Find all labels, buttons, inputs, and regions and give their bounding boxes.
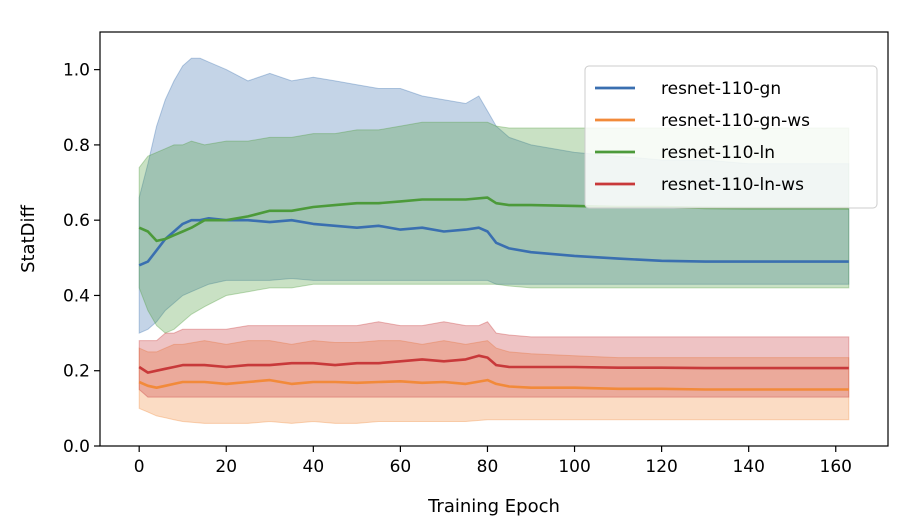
y-tick-label: 0.2 <box>63 362 90 382</box>
band-resnet-110-ln-ws <box>138 321 850 398</box>
legend-label: resnet-110-ln-ws <box>661 175 804 195</box>
y-tick-label: 0.4 <box>63 286 90 306</box>
x-tick-label: 160 <box>820 457 852 477</box>
plot-frame <box>99 31 889 447</box>
x-tick-label: 120 <box>645 457 677 477</box>
legend-label: resnet-110-gn-ws <box>661 111 810 131</box>
y-tick-label: 0.8 <box>63 136 90 156</box>
y-tick-label: 0.0 <box>63 437 90 457</box>
x-tick-label: 0 <box>134 457 145 477</box>
y-tick-label: 1.0 <box>63 61 90 81</box>
x-tick-label: 100 <box>558 457 590 477</box>
legend-box <box>584 65 878 209</box>
band-resnet-110-gn <box>138 57 850 334</box>
line-resnet-110-ln-ws <box>138 354 849 374</box>
y-tick-label: 0.6 <box>63 211 90 231</box>
x-tick-label: 140 <box>732 457 764 477</box>
line-resnet-110-gn <box>138 217 849 267</box>
axes: 0 20 40 60 80 100 120 140 160 0.0 0.2 0.4 0.6 0.8 1.0 <box>63 31 889 477</box>
x-tick-label: 40 <box>303 457 325 477</box>
x-tick-label: 60 <box>390 457 412 477</box>
legend-label: resnet-110-gn <box>661 79 781 99</box>
x-axis-label: Training Epoch <box>427 496 560 517</box>
line-resnet-110-gn-ws <box>138 378 849 391</box>
legend-label: resnet-110-ln <box>661 143 775 163</box>
x-tick-label: 80 <box>477 457 499 477</box>
x-tick-label: 20 <box>215 457 237 477</box>
y-axis-label: StatDiff <box>18 204 39 272</box>
confidence-bands <box>138 57 850 424</box>
legend: resnet-110-gn resnet-110-gn-ws resnet-110-… <box>584 65 878 209</box>
